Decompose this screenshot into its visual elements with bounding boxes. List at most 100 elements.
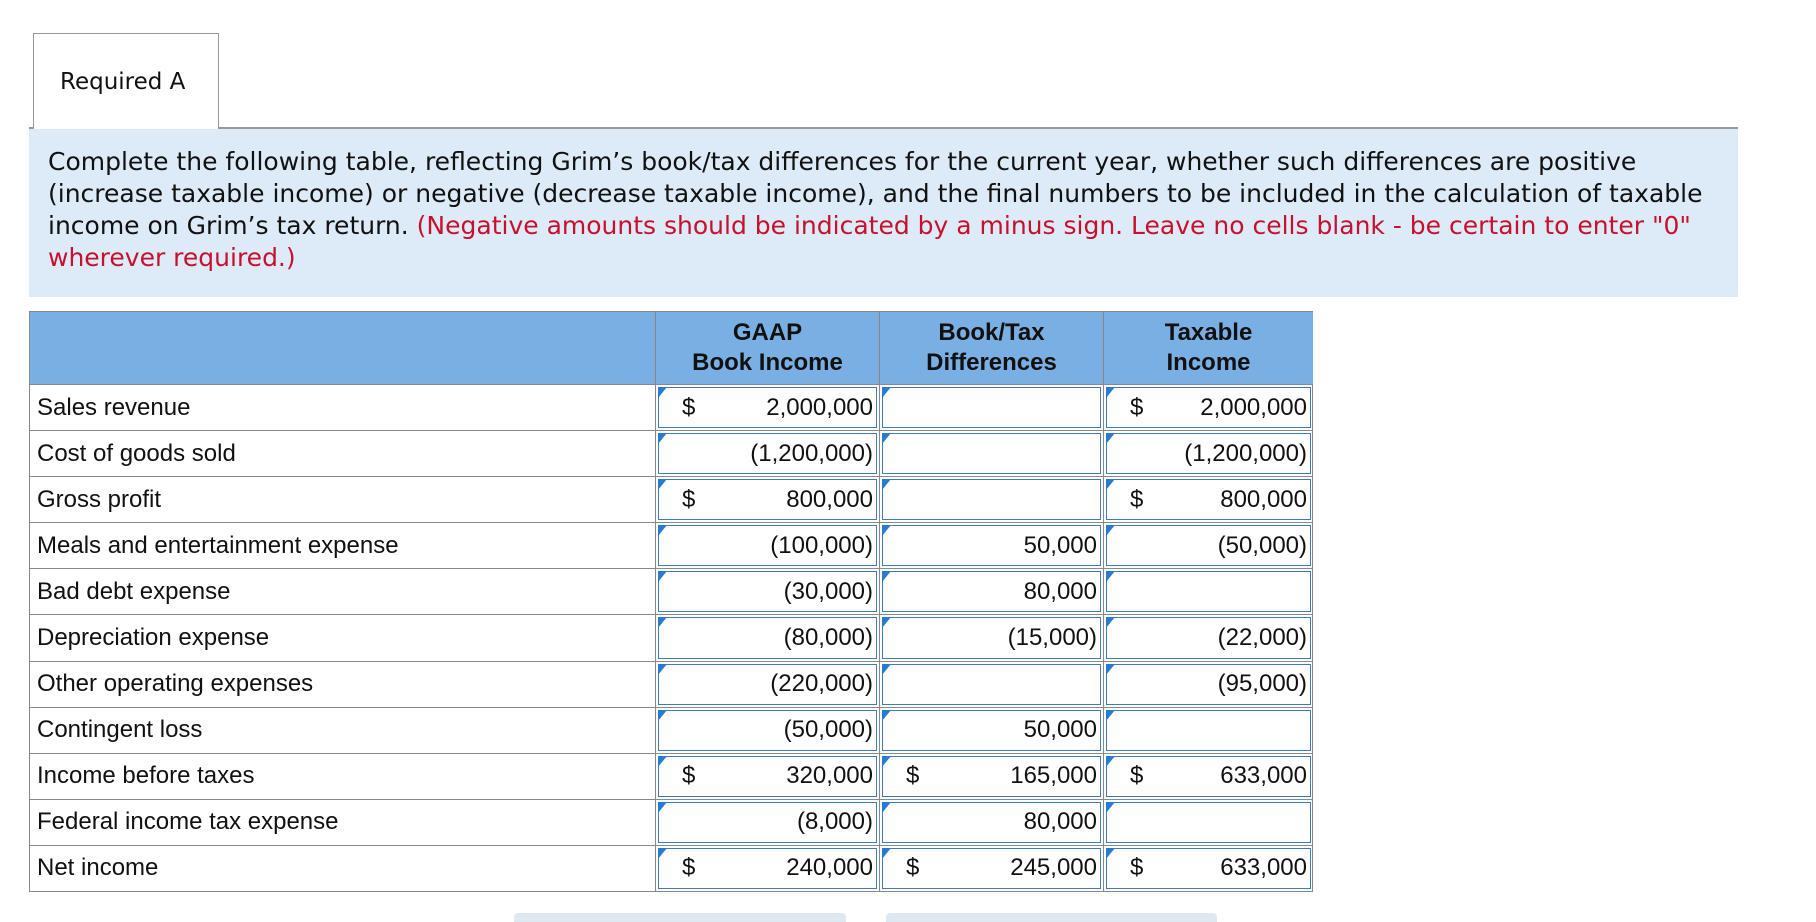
input-cell[interactable]: (80,000) <box>656 614 880 661</box>
input-box <box>658 433 877 475</box>
cell-value: 245,000 <box>1010 854 1097 882</box>
header-cell: GAAP Book Income <box>656 312 880 384</box>
input-cell[interactable]: 50,000 <box>880 522 1104 569</box>
input-cell[interactable]: (1,200,000) <box>656 430 880 477</box>
cell-value: (50,000) <box>1217 531 1307 559</box>
input-box <box>882 617 1101 659</box>
input-cell[interactable]: 80,000 <box>880 798 1104 845</box>
row-label: Bad debt expense <box>30 568 656 615</box>
cell-value: 80,000 <box>1023 808 1097 836</box>
input-cell[interactable]: (15,000) <box>880 614 1104 661</box>
row-label: Meals and entertainment expense <box>30 522 656 569</box>
input-marker <box>882 755 891 767</box>
header-cell: Book/Tax Differences <box>880 312 1104 384</box>
input-cell[interactable]: (100,000) <box>656 522 880 569</box>
button[interactable] <box>886 913 1217 922</box>
input-box <box>658 479 877 521</box>
input-box <box>658 387 877 429</box>
input-cell[interactable]: $245,000 <box>880 844 1104 891</box>
input-marker <box>1106 433 1115 445</box>
input-marker <box>1106 525 1115 537</box>
input-marker <box>1106 801 1115 813</box>
input-cell[interactable]: 80,000 <box>880 568 1104 615</box>
header-text: Book/Tax <box>938 319 1045 346</box>
input-cell[interactable] <box>880 660 1104 707</box>
cell-value: (8,000) <box>796 808 873 836</box>
cell-value: (220,000) <box>770 670 873 698</box>
input-marker <box>658 433 667 445</box>
input-cell[interactable] <box>880 476 1104 523</box>
input-cell[interactable]: $165,000 <box>880 752 1104 799</box>
currency-symbol: $ <box>1130 393 1144 421</box>
input-cell[interactable]: $633,000 <box>1104 752 1313 799</box>
input-marker <box>658 801 667 813</box>
tab[interactable]: Required A <box>33 33 219 129</box>
cell-value: (80,000) <box>783 623 873 651</box>
cell-value: (50,000) <box>783 716 873 744</box>
row-label: Contingent loss <box>30 706 656 753</box>
input-marker <box>658 617 667 629</box>
input-box <box>882 387 1101 429</box>
cell-value: (95,000) <box>1217 670 1307 698</box>
input-cell[interactable]: $2,000,000 <box>1104 384 1313 430</box>
header-text: GAAP <box>732 319 803 346</box>
input-box <box>1106 847 1311 889</box>
input-marker <box>1106 387 1115 398</box>
cell-value: (1,200,000) <box>750 439 873 467</box>
row-label: Depreciation expense <box>30 614 656 661</box>
input-cell[interactable]: (30,000) <box>656 568 880 615</box>
cell-value: 165,000 <box>1010 762 1097 790</box>
tab-underline <box>29 127 1738 129</box>
cell-value: (30,000) <box>783 577 873 605</box>
input-box <box>1106 525 1311 567</box>
input-box <box>882 433 1101 475</box>
input-box <box>658 709 877 751</box>
input-marker <box>882 479 891 491</box>
input-cell[interactable]: $800,000 <box>656 476 880 523</box>
input-marker <box>658 663 667 675</box>
input-cell[interactable]: $2,000,000 <box>656 384 880 431</box>
input-box <box>1106 387 1311 429</box>
input-marker <box>882 571 891 583</box>
header-cell <box>30 312 656 384</box>
input-cell[interactable]: (1,200,000) <box>1104 430 1313 476</box>
input-marker <box>658 709 667 721</box>
input-cell[interactable] <box>880 384 1104 431</box>
button[interactable] <box>514 913 846 922</box>
header-text: Differences <box>926 349 1057 376</box>
cell-value: (100,000) <box>770 531 873 559</box>
input-cell[interactable] <box>1104 706 1313 753</box>
input-box <box>882 663 1101 705</box>
input-box <box>882 755 1101 797</box>
input-marker <box>1106 571 1115 583</box>
currency-symbol: $ <box>682 485 696 513</box>
tab-label: Required A <box>60 68 186 95</box>
input-box <box>882 525 1101 567</box>
row-label: Sales revenue <box>30 384 656 431</box>
input-cell[interactable]: (220,000) <box>656 660 880 707</box>
header-text: Income <box>1166 349 1251 376</box>
input-cell[interactable]: $633,000 <box>1104 844 1313 891</box>
input-cell[interactable] <box>1104 568 1313 614</box>
input-box <box>658 571 877 613</box>
input-marker <box>1106 479 1115 491</box>
row-label: Cost of goods sold <box>30 430 656 477</box>
input-cell[interactable]: (22,000) <box>1104 614 1313 660</box>
input-cell[interactable]: $800,000 <box>1104 476 1313 522</box>
currency-symbol: $ <box>682 854 696 882</box>
input-marker <box>882 433 891 445</box>
input-cell[interactable] <box>880 430 1104 477</box>
input-cell[interactable] <box>1104 798 1313 845</box>
input-cell[interactable]: $320,000 <box>656 752 880 799</box>
input-marker <box>658 571 667 583</box>
input-cell[interactable]: (50,000) <box>656 706 880 753</box>
input-cell[interactable]: (95,000) <box>1104 660 1313 707</box>
input-box <box>1106 571 1311 613</box>
input-box <box>882 801 1101 843</box>
input-cell[interactable]: (50,000) <box>1104 522 1313 568</box>
input-cell[interactable]: 50,000 <box>880 706 1104 753</box>
input-cell[interactable]: (8,000) <box>656 798 880 845</box>
input-cell[interactable]: $240,000 <box>656 844 880 891</box>
instructions-text: Complete the following table, reflecting… <box>48 147 1703 240</box>
header-text: Book Income <box>692 349 843 376</box>
